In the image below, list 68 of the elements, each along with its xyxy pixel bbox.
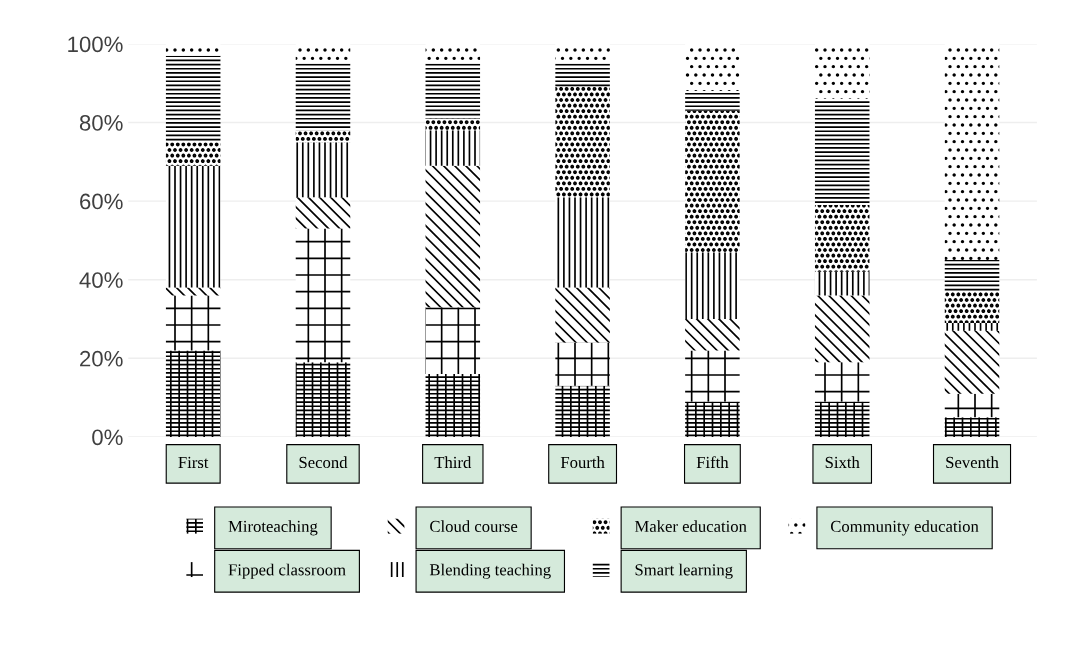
x-tick-label: Sixth <box>825 456 860 469</box>
bar <box>165 55 221 143</box>
x-tick-label: Seventh <box>946 456 999 469</box>
bar <box>685 43 740 92</box>
bar <box>295 43 351 64</box>
bar <box>555 342 610 386</box>
x-tick-label: Fourth <box>560 456 605 469</box>
x-tick-label: Second <box>299 456 348 469</box>
bar <box>165 165 221 288</box>
bar <box>944 330 1000 394</box>
bar <box>814 98 870 206</box>
bar <box>814 362 870 402</box>
legend-label: Fipped classroom <box>228 563 346 579</box>
bar <box>944 43 1000 261</box>
bar <box>944 417 1000 437</box>
legend-label: Cloud course <box>430 520 518 533</box>
bar <box>165 142 221 166</box>
bar <box>555 87 610 198</box>
bar <box>555 63 610 88</box>
bar <box>555 287 610 343</box>
x-tick-label: Third <box>434 456 472 469</box>
bar <box>944 260 1000 292</box>
bar <box>944 291 1000 323</box>
bar <box>685 91 740 111</box>
bar <box>685 350 740 402</box>
bar <box>685 252 740 319</box>
bar <box>425 165 481 308</box>
bar <box>295 63 351 131</box>
bar <box>295 130 351 143</box>
bar <box>295 142 351 198</box>
bar <box>425 43 481 64</box>
bar <box>165 350 221 437</box>
y-tick-label: 80% <box>79 115 123 131</box>
bar <box>555 385 610 437</box>
bar <box>555 43 610 64</box>
x-tick-label: First <box>178 456 209 469</box>
y-tick-label: 20% <box>80 350 123 367</box>
y-tick-label: 60% <box>80 193 123 210</box>
legend-label: Smart learning <box>635 563 733 579</box>
bar <box>814 205 870 272</box>
bar <box>555 197 610 288</box>
bar <box>814 295 870 363</box>
bar <box>814 271 870 296</box>
y-tick-label: 0% <box>92 429 123 446</box>
bar <box>295 362 351 437</box>
bar <box>814 401 870 437</box>
bar <box>944 393 1000 418</box>
bar <box>165 295 221 351</box>
bar <box>685 110 740 253</box>
bar <box>425 118 481 131</box>
bar <box>814 43 870 99</box>
bar <box>295 197 351 229</box>
bar <box>165 43 221 56</box>
y-tick-label: 100% <box>68 36 123 53</box>
bar <box>685 318 740 351</box>
bar <box>425 374 481 437</box>
bar <box>425 307 481 374</box>
legend-label: Miroteaching <box>228 520 318 536</box>
y-tick-label: 40% <box>79 272 123 288</box>
x-tick-label: Fifth <box>696 456 729 469</box>
bar <box>295 228 351 363</box>
legend-label: Maker education <box>634 520 747 533</box>
bar <box>425 63 481 119</box>
bar <box>685 401 740 437</box>
bar <box>944 322 1000 331</box>
bar <box>425 130 481 166</box>
legend-label: Community education <box>830 520 979 536</box>
legend-label: Blending teaching <box>429 563 551 579</box>
